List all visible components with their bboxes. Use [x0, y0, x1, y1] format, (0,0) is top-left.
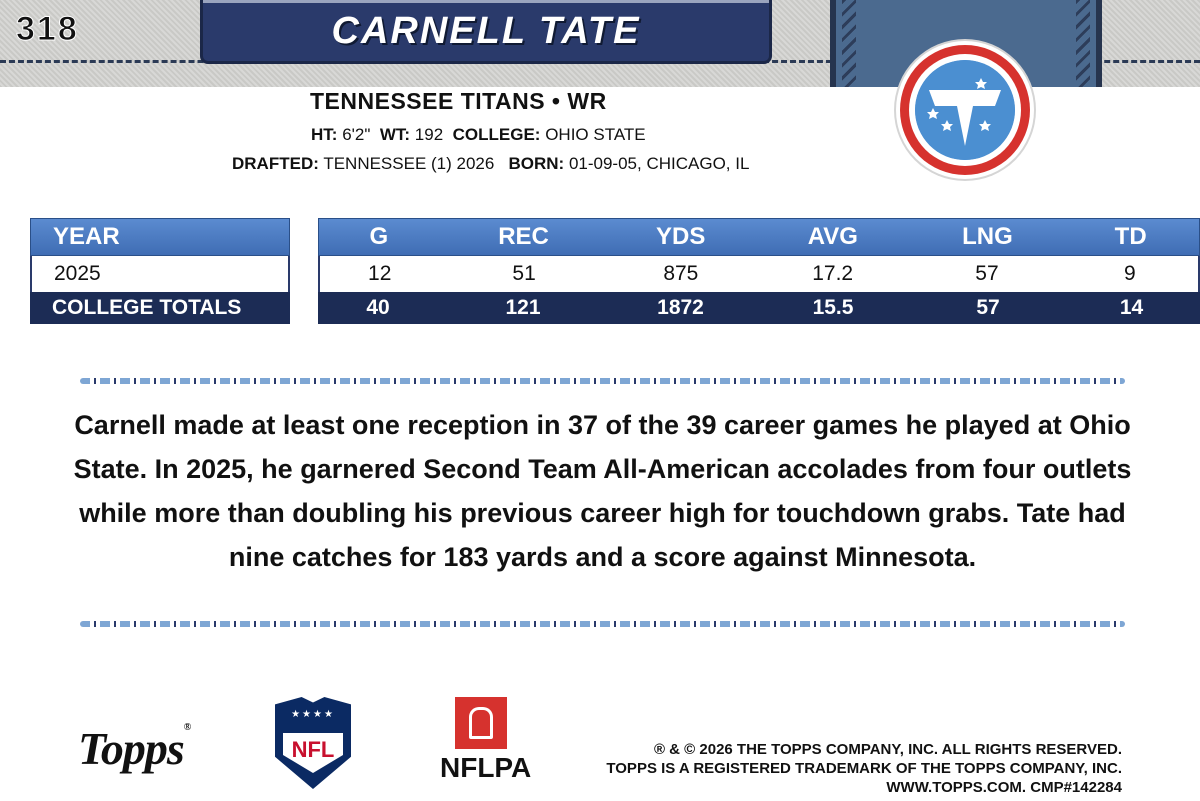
nflpa-logo-text: NFLPA: [440, 752, 532, 783]
stats-cell: 51: [512, 262, 536, 285]
registered-mark: ®: [183, 722, 192, 733]
stats-row-year: 2025: [30, 256, 290, 292]
legal-notice: ® & © 2026 THE TOPPS COMPANY, INC. ALL R…: [606, 740, 1122, 797]
stats-header-yds: YDS: [656, 223, 706, 250]
stats-cell: 9: [1123, 262, 1136, 285]
legal-line-3: WWW.TOPPS.COM. CMP#142284: [886, 779, 1122, 796]
stats-cell: 17.2: [812, 262, 854, 285]
player-name: CARNELL TATE: [331, 10, 641, 52]
stats-cell: 57: [976, 296, 1000, 319]
drafted-value: TENNESSEE (1) 2026: [323, 154, 495, 173]
stats-header-lng: LNG: [962, 223, 1013, 250]
stats-cell: 40: [366, 296, 390, 319]
stats-row-totals: 40 121 1872 15.5 57 14: [318, 292, 1200, 324]
stats-cell: 12: [368, 262, 392, 285]
stats-row-season: 12 51 875 17.2 57 9: [318, 256, 1200, 292]
topps-logo-text: Topps: [78, 723, 185, 774]
drafted-label: DRAFTED:: [232, 154, 319, 173]
college-label: COLLEGE:: [452, 125, 541, 144]
stats-cell: 14: [1119, 296, 1144, 319]
nfl-shield-icon: ★★★★ NFL: [275, 697, 351, 789]
panel-zigzag-right: [1076, 0, 1090, 96]
stats-year-column: YEAR 2025 COLLEGE TOTALS: [30, 218, 290, 324]
stats-cell: 57: [975, 262, 999, 285]
stats-header-rec: REC: [498, 223, 549, 250]
stats-cell: 15.5: [812, 296, 854, 319]
nfl-logo-text: NFL: [291, 737, 335, 762]
nflpa-figure: [469, 707, 493, 739]
stats-header-row: G REC YDS AVG LNG TD: [318, 218, 1200, 256]
stitched-divider-top: [80, 378, 1125, 384]
team-logo-t-icon: [915, 60, 1015, 160]
topps-logo: Topps®: [78, 722, 208, 778]
stats-cell: 875: [663, 262, 699, 285]
stats-header-g: G: [369, 223, 389, 250]
panel-zigzag-left: [842, 0, 856, 96]
nameplate: CARNELL TATE: [200, 0, 772, 64]
stats-row-totals-label: COLLEGE TOTALS: [30, 292, 290, 324]
player-blurb: Carnell made at least one reception in 3…: [73, 410, 1132, 572]
college-value: OHIO STATE: [545, 125, 646, 144]
weight-label: WT:: [379, 125, 411, 144]
stats-header-year: YEAR: [30, 218, 290, 256]
team-position: TENNESSEE TITANS • WR: [310, 88, 607, 114]
stitched-divider-bottom: [80, 621, 1125, 627]
weight-value: 192: [414, 125, 444, 144]
stats-cell: 121: [505, 296, 541, 319]
stats-header-td: TD: [1114, 223, 1147, 250]
shield-stars-icon: ★★★★: [291, 709, 335, 720]
born-value: 01-09-05, CHICAGO, IL: [568, 154, 750, 173]
team-logo-ring: [909, 54, 1021, 166]
card-number: 318: [16, 10, 79, 49]
born-label: BORN:: [508, 154, 565, 173]
stats-header-avg: AVG: [807, 223, 858, 250]
height-value: 6'2": [342, 125, 371, 144]
legal-line-1: ® & © 2026 THE TOPPS COMPANY, INC. ALL R…: [653, 741, 1122, 758]
legal-line-2: TOPPS IS A REGISTERED TRADEMARK OF THE T…: [606, 760, 1122, 777]
bio-line-2: DRAFTED: TENNESSEE (1) 2026 BORN: 01-09-…: [232, 154, 749, 174]
team-logo-icon: [900, 45, 1030, 175]
nflpa-player-icon: [455, 697, 507, 749]
bio-line-1: HT: 6'2" WT: 192 COLLEGE: OHIO STATE: [311, 125, 646, 145]
stats-table: G REC YDS AVG LNG TD 12 51 875 17.2 57 9…: [318, 218, 1200, 324]
stats-cell: 1872: [657, 296, 704, 319]
height-label: HT:: [311, 125, 338, 144]
